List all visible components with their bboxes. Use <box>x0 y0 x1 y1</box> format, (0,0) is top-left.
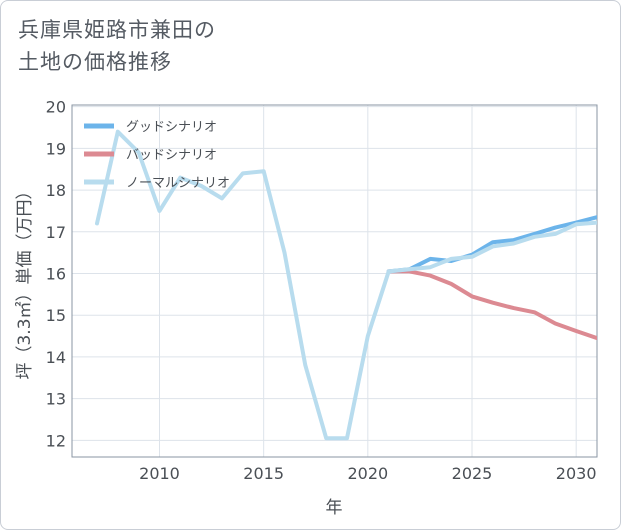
y-tick-label: 12 <box>46 431 66 450</box>
y-tick-label: 13 <box>46 390 66 409</box>
x-tick-label: 2030 <box>556 464 597 483</box>
chart-title: 兵庫県姫路市兼田の 土地の価格推移 <box>18 14 318 78</box>
legend-label: バッドシナリオ <box>126 148 217 163</box>
y-tick-label: 14 <box>46 348 66 367</box>
legend-label: グッドシナリオ <box>126 120 217 135</box>
x-tick-label: 2020 <box>347 464 388 483</box>
axis-ticks: 12 13 14 15 16 17 18 19 20 2010 2015 2020 2025 2030 <box>46 98 597 483</box>
legend-label: ノーマルシナリオ <box>126 176 230 191</box>
title-line-1: 兵庫県姫路市兼田の <box>18 18 216 42</box>
series-layer <box>95 129 597 441</box>
grid-lines <box>72 105 597 457</box>
y-tick-label: 16 <box>46 264 66 283</box>
y-tick-label: 19 <box>46 139 66 158</box>
x-tick-label: 2015 <box>243 464 284 483</box>
y-tick-label: 15 <box>46 306 66 325</box>
series-line-2 <box>386 269 597 341</box>
y-axis-label: 坪（3.3㎡）単価（万円） <box>15 182 35 379</box>
x-axis-label: 年 <box>326 498 343 518</box>
y-tick-label: 17 <box>46 223 66 242</box>
title-line-2: 土地の価格推移 <box>18 50 172 74</box>
series-line-3 <box>95 129 597 441</box>
y-tick-label: 20 <box>46 98 66 117</box>
y-tick-label: 18 <box>46 181 66 200</box>
plot-area <box>71 104 598 458</box>
series-line-1 <box>386 215 597 274</box>
x-tick-label: 2010 <box>139 464 180 483</box>
x-tick-label: 2025 <box>452 464 493 483</box>
series-group <box>95 129 597 441</box>
